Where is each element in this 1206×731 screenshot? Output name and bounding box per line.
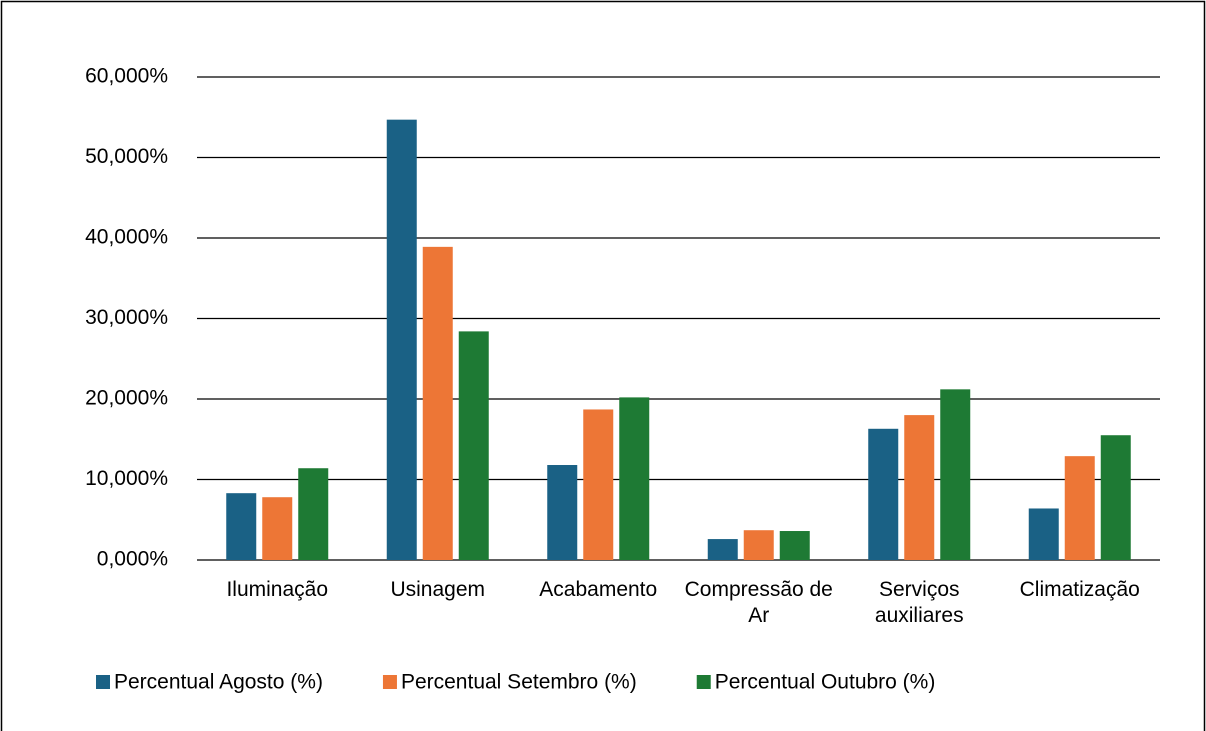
bar	[386, 119, 417, 560]
legend-label: Percentual Outubro (%)	[715, 671, 936, 694]
legend-label: Percentual Setembro (%)	[401, 671, 637, 694]
legend-label: Percentual Agosto (%)	[114, 671, 323, 694]
bar	[619, 397, 650, 560]
x-tick-label: Compressão de Ar	[684, 578, 833, 627]
bar	[262, 497, 293, 560]
legend-swatch	[696, 675, 711, 689]
y-tick-label: 10,000%	[85, 467, 168, 490]
bar	[1064, 456, 1095, 560]
legend-swatch	[382, 675, 397, 689]
bar	[940, 389, 971, 560]
bar	[1100, 435, 1131, 560]
x-tick-label: Climatização	[1019, 578, 1140, 601]
bar	[779, 531, 810, 560]
bar	[226, 493, 257, 560]
x-tick-label: Acabamento	[539, 578, 658, 601]
bar	[707, 539, 738, 560]
legend-swatch	[96, 675, 110, 689]
x-tick-label: Serviços auxiliares	[874, 578, 964, 627]
bar	[422, 246, 453, 561]
bar	[298, 468, 329, 560]
y-tick-label: 40,000%	[85, 226, 168, 249]
bar	[547, 465, 578, 560]
y-tick-label: 30,000%	[85, 306, 168, 329]
x-tick-label: Iluminação	[226, 578, 329, 601]
y-tick-label: 60,000%	[85, 65, 168, 88]
bar	[904, 415, 935, 560]
y-tick-label: 20,000%	[85, 387, 168, 410]
bar	[1028, 508, 1059, 560]
bar	[868, 428, 899, 560]
bar	[743, 530, 774, 560]
y-tick-label: 50,000%	[85, 145, 168, 168]
y-tick-label: 0,000%	[97, 548, 168, 571]
bar	[583, 409, 614, 560]
bar	[458, 331, 489, 560]
x-tick-label: Usinagem	[390, 578, 486, 601]
